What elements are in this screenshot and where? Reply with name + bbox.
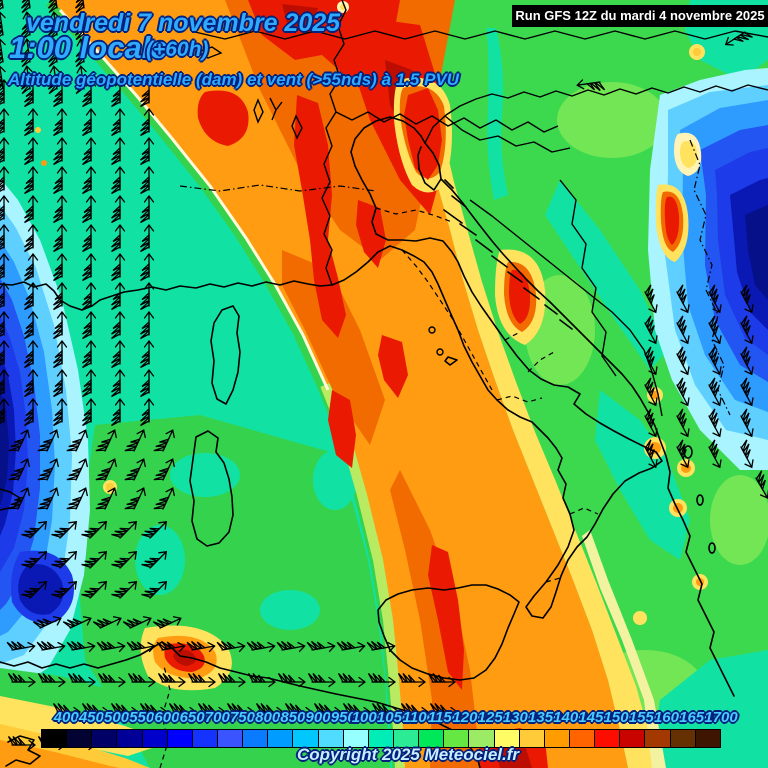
scale-color-box [318, 730, 344, 747]
scale-color-box [368, 730, 394, 747]
scale-color-box [142, 730, 168, 747]
scale-color-box [519, 730, 545, 747]
scale-color-box [393, 730, 420, 747]
map-parameter-title: Altitude géopotentielle (dam) et vent (>… [8, 70, 460, 89]
scale-color-box [293, 730, 319, 747]
scale-color-box [544, 730, 570, 747]
lakes-layer [196, 46, 444, 356]
scale-color-box [419, 730, 445, 747]
scale-color-box [217, 730, 244, 747]
scale-color-box [243, 730, 269, 747]
scale-color-box [595, 730, 621, 747]
copyright-label: Copyright 2025 Meteociel.fr [297, 745, 520, 764]
scale-color-box [167, 730, 193, 747]
model-run-box: Run GFS 12Z du mardi 4 novembre 2025 [512, 5, 768, 27]
scale-color-box [645, 730, 671, 747]
scale-color-box [494, 730, 520, 747]
scale-color-box [695, 730, 720, 747]
scale-color-box [444, 730, 470, 747]
forecast-offset-label: (+60h) [146, 38, 209, 61]
scale-color-box [343, 730, 369, 747]
height-scale-bar [41, 729, 721, 748]
scale-color-box [192, 730, 218, 747]
scale-color-box [469, 730, 495, 747]
date-label: vendredi 7 novembre 2025 [26, 9, 341, 37]
scale-color-box [620, 730, 646, 747]
scale-color-box [67, 730, 93, 747]
scale-color-box [569, 730, 596, 747]
local-time-label: 1:00 locale [9, 30, 168, 65]
scale-color-box [117, 730, 143, 747]
scale-color-box [268, 730, 294, 747]
scale-color-box [42, 730, 68, 747]
scale-color-box [92, 730, 118, 747]
scale-color-box [670, 730, 696, 747]
